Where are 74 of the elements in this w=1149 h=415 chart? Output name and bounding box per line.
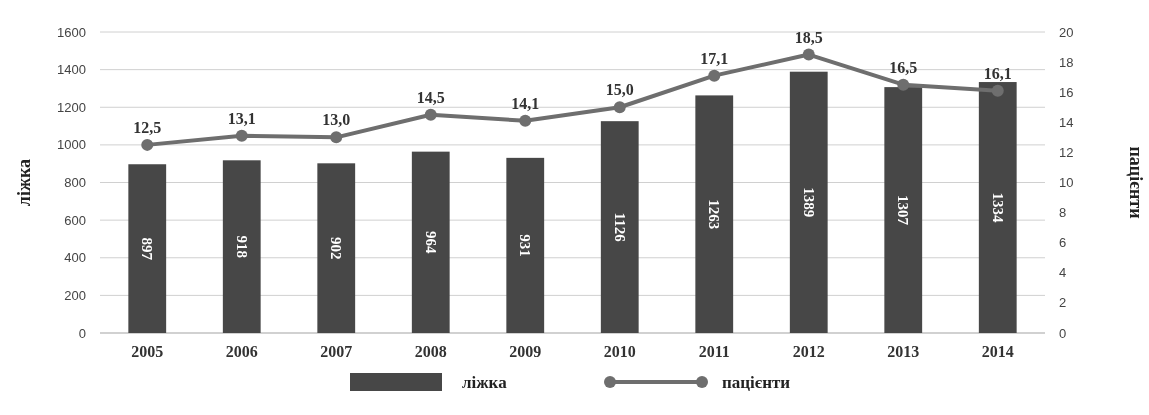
data-label: 18,5 (794, 28, 823, 46)
y2-tick-label: 10 (1059, 175, 1074, 190)
y2-tick-label: 16 (1059, 84, 1074, 100)
point (235, 129, 248, 142)
point (141, 138, 154, 151)
data-label: 918 (233, 235, 250, 258)
data-label: 1126 (611, 212, 628, 243)
y2-tick-label: 20 (1059, 24, 1074, 40)
point (613, 101, 626, 114)
y-tick-label: 1200 (57, 99, 86, 115)
data-label: 12,5 (133, 118, 162, 136)
point (424, 108, 437, 121)
data-label: 13,0 (322, 111, 351, 129)
y-tick-label: 600 (64, 212, 86, 228)
y-axis-title: ліжка (14, 158, 34, 207)
x-tick-label: 2014 (981, 343, 1014, 360)
point (708, 69, 721, 82)
data-label: 17,1 (700, 49, 729, 67)
bar (222, 160, 261, 333)
point (991, 84, 1004, 97)
y-tick-label: 1000 (57, 137, 86, 153)
bar (411, 151, 450, 333)
x-tick-label: 2006 (225, 343, 258, 360)
data-label: 1334 (989, 192, 1006, 224)
data-label: 16,5 (889, 58, 918, 76)
data-label: 1389 (800, 187, 817, 218)
y-tick-label: 200 (64, 287, 86, 303)
x-tick-label: 2009 (509, 343, 542, 360)
x-tick-label: 2013 (887, 343, 920, 360)
bar (884, 87, 923, 333)
bar (317, 163, 356, 333)
y2-tick-label: 4 (1059, 265, 1067, 281)
x-tick-label: 2008 (414, 343, 447, 360)
data-label: 16,1 (983, 64, 1012, 82)
data-label: 14,5 (416, 88, 445, 106)
y2-tick-label: 14 (1059, 114, 1074, 130)
bar (695, 95, 734, 333)
x-tick-label: 2012 (792, 343, 825, 360)
data-label: 1263 (706, 199, 723, 230)
y2-tick-label: 12 (1059, 144, 1074, 160)
y2-tick-label: 6 (1059, 235, 1067, 251)
x-tick-label: 2007 (320, 343, 353, 360)
bar (506, 157, 545, 333)
y-tick-label: 400 (64, 250, 86, 266)
point (802, 48, 815, 61)
y-tick-label: 0 (78, 325, 86, 341)
bar (789, 71, 828, 333)
point (897, 78, 910, 91)
bar (128, 164, 167, 333)
y-tick-label: 800 (64, 175, 86, 190)
y-tick-label: 1400 (57, 62, 86, 78)
point (330, 131, 343, 144)
data-label: 15,0 (605, 81, 634, 99)
data-label: 902 (328, 236, 345, 260)
legend-label: пацієнти (722, 372, 791, 392)
y2-axis-title: пацієнти (1126, 146, 1146, 219)
text: ліжка (462, 372, 508, 392)
data-label: 897 (139, 237, 156, 261)
x-tick-label: 2010 (603, 343, 636, 360)
y-tick-label: 1600 (57, 24, 86, 40)
data-label: 931 (517, 234, 534, 257)
data-label: 13,1 (227, 109, 256, 127)
y2-tick-label: 0 (1059, 325, 1067, 341)
point (519, 114, 532, 127)
x-tick-label: 2011 (698, 343, 730, 360)
y2-tick-label: 8 (1059, 205, 1067, 221)
y2-tick-label: 18 (1059, 54, 1074, 70)
bar (978, 82, 1017, 333)
y2-tick-label: 2 (1059, 295, 1067, 311)
data-label: 14,1 (511, 94, 540, 112)
x-tick-label: 2005 (131, 343, 164, 360)
data-label: 964 (422, 231, 439, 255)
data-label: 1307 (895, 195, 912, 226)
bar (600, 121, 639, 333)
